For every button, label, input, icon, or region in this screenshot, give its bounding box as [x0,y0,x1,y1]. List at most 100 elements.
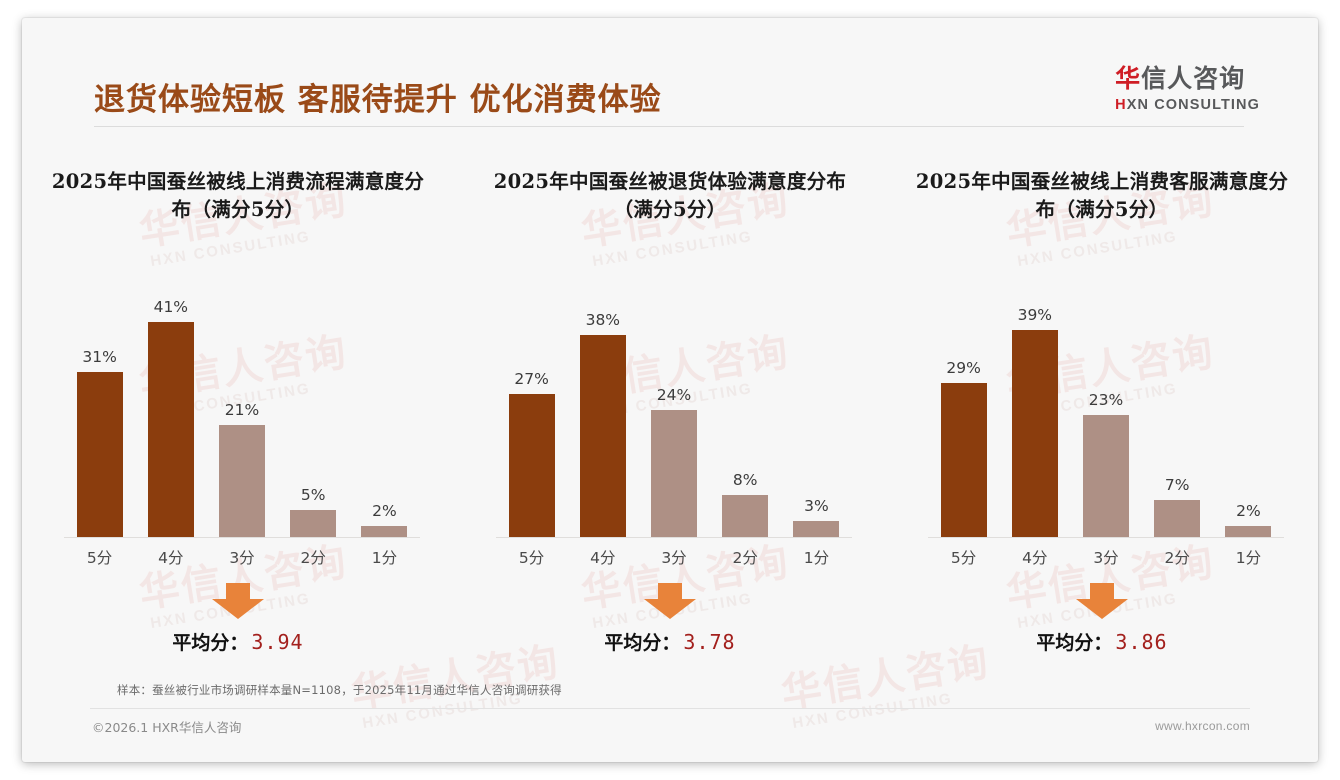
bar[interactable] [579,335,626,537]
x-axis-tick-label: 3分 [229,549,255,567]
bar-value-label: 23% [1088,390,1124,409]
chart-panel-1: 2025年中国蚕丝被线上消费流程满意度分布（满分5分） 31% 41% 21% 5% 2%… [22,168,454,668]
x-axis-tick-label: 1分 [803,549,830,567]
x-axis-tick-label: 2分 [1164,549,1190,567]
bar[interactable] [793,521,840,537]
bar-value-label: 29% [946,358,981,377]
bar[interactable] [147,322,194,537]
x-axis-tick-label: 1分 [371,549,398,567]
bar-group: 31% 41% 21% 5% 2% [64,298,420,537]
x-axis-tick-label: 5分 [86,549,113,567]
bar-value-label: 2% [1236,502,1261,521]
bar-column[interactable]: 3% [781,298,852,537]
bar-value-label: 7% [1164,475,1190,494]
slide-canvas: 华信人咨询 HXN CONSULTING 华信人咨询 HXN CONSULTING 华信… [22,18,1318,762]
bar[interactable] [219,425,265,537]
bar-column[interactable]: 39% [999,298,1070,537]
bar-column[interactable]: 21% [206,298,277,537]
x-axis-tick-label: 5分 [518,549,545,567]
down-arrow-icon [644,583,696,619]
logo-en-accent: H [1115,97,1127,114]
down-arrow-icon [212,583,264,619]
x-axis-tick-label: 4分 [1022,549,1048,567]
header-divider [94,126,1244,127]
bar-column[interactable]: 29% [928,298,999,537]
average-score: 平均分： 3.94 [22,628,454,655]
footer-website[interactable]: www.hxrcon.com [1155,719,1250,733]
arrow-container [886,583,1318,619]
charts-container: 2025年中国蚕丝被线上消费流程满意度分布（满分5分） 31% 41% 21% 5% 2%… [22,168,1318,668]
footer-copyright: ©2026.1 HXR华信人咨询 [92,720,242,735]
x-axis-tick-label: 4分 [590,549,616,567]
bar-value-label: 24% [656,385,692,404]
bar-column[interactable]: 31% [64,298,135,537]
average-label: 平均分： [604,632,681,654]
arrow-container [454,583,886,619]
page-title: 退货体验短板 客服待提升 优化消费体验 [94,82,662,118]
bar-value-label: 21% [224,401,260,420]
down-arrow-icon [1076,583,1128,619]
bar-column[interactable]: 41% [135,298,206,537]
bar[interactable] [1225,526,1272,537]
chart-title: 2025年中国蚕丝被退货体验满意度分布（满分5分） [493,170,847,222]
source-note: 样本：蚕丝被行业市场调研样本量N=1108，于2025年11月通过华信人咨询调研… [117,683,562,697]
bar[interactable] [508,393,555,537]
arrow-container [22,583,454,619]
bar-value-label: 31% [82,348,117,367]
chart-panel-2: 2025年中国蚕丝被退货体验满意度分布（满分5分） 27% 38% 24% 8% 3% 5分… [454,168,886,668]
x-axis-labels: 5分 4分 3分 2分 1分 [928,546,1284,568]
bar-column[interactable]: 5% [278,298,349,537]
bar-column[interactable]: 2% [349,298,420,537]
x-axis-line [64,537,420,538]
chart-title: 2025年中国蚕丝被线上消费客服满意度分布（满分5分） [915,170,1289,222]
x-axis-tick-label: 2分 [300,549,326,567]
bar[interactable] [651,409,697,537]
bar[interactable] [940,382,987,537]
logo-english-text: HXN CONSULTING [1115,97,1260,113]
average-label: 平均分： [172,632,249,654]
chart-panel-3: 2025年中国蚕丝被线上消费客服满意度分布（满分5分） 29% 39% 23% 7% 2%… [886,168,1318,668]
bar-column[interactable]: 38% [567,298,638,537]
bar-column[interactable]: 24% [638,298,709,537]
x-axis-tick-label: 5分 [950,549,977,567]
bar[interactable] [76,372,123,537]
bar-value-label: 8% [732,470,758,489]
bar-value-label: 2% [372,502,397,521]
bar-value-label: 41% [153,298,189,316]
bar-column[interactable]: 27% [496,298,567,537]
bar-column[interactable]: 7% [1142,298,1213,537]
average-score: 平均分： 3.86 [886,628,1318,655]
bar-column[interactable]: 2% [1213,298,1284,537]
logo-rest-chars: 信人咨询 [1141,64,1246,93]
logo-en-rest: XN CONSULTING [1126,97,1260,114]
bar[interactable] [290,510,337,537]
x-axis-tick-label: 2分 [732,549,758,567]
x-axis-tick-label: 3分 [661,549,687,567]
average-value: 3.78 [683,630,736,654]
bar[interactable] [1083,414,1129,537]
average-value: 3.94 [251,630,304,654]
footer-divider [90,708,1250,709]
bar[interactable] [722,494,769,537]
chart-title: 2025年中国蚕丝被线上消费流程满意度分布（满分5分） [51,170,425,222]
bar-value-label: 39% [1017,305,1053,324]
x-axis-tick-label: 1分 [1235,549,1262,567]
bar-group: 27% 38% 24% 8% 3% [496,298,852,537]
bar-column[interactable]: 23% [1070,298,1141,537]
bar[interactable] [1011,329,1058,537]
bar[interactable] [1154,499,1201,537]
x-axis-tick-label: 4分 [158,549,184,567]
chart-plot-area: 31% 41% 21% 5% 2% [22,278,454,538]
logo-chinese-text: 华信人咨询 [1115,64,1260,93]
logo-accent-char: 华 [1115,64,1142,93]
bar-group: 29% 39% 23% 7% 2% [928,298,1284,537]
average-label: 平均分： [1036,632,1113,654]
x-axis-line [928,537,1284,538]
bar-value-label: 5% [300,486,326,505]
x-axis-tick-label: 3分 [1093,549,1119,567]
bar-value-label: 38% [585,311,621,330]
bar-column[interactable]: 8% [710,298,781,537]
slide-header: 退货体验短板 客服待提升 优化消费体验 华信人咨询 HXN CONSULTING [22,18,1318,130]
x-axis-labels: 5分 4分 3分 2分 1分 [496,546,852,568]
bar[interactable] [361,526,408,537]
